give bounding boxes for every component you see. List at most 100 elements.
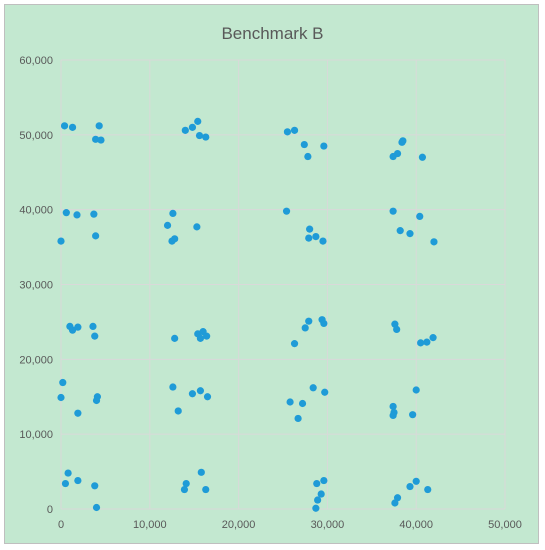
data-point — [429, 334, 437, 342]
data-point — [389, 402, 397, 411]
data-point — [305, 317, 313, 325]
x-tick-label: 10,000 — [133, 519, 167, 531]
data-point — [417, 339, 425, 347]
x-tick-label: 20,000 — [222, 519, 256, 531]
data-point — [171, 235, 179, 243]
data-point — [194, 117, 202, 125]
data-point — [290, 126, 299, 134]
data-point — [313, 479, 321, 488]
data-point — [317, 490, 325, 498]
data-point — [320, 142, 328, 150]
data-point — [294, 414, 302, 423]
y-tick-label: 30,000 — [19, 280, 53, 292]
chart-title: Benchmark B — [221, 24, 324, 43]
data-point — [74, 476, 82, 485]
data-point — [169, 383, 177, 391]
data-point — [92, 232, 100, 240]
y-tick-label: 50,000 — [19, 130, 53, 142]
data-point — [418, 153, 427, 161]
data-point — [203, 332, 211, 340]
data-point — [389, 207, 397, 215]
y-tick-label: 40,000 — [19, 205, 53, 217]
data-point — [319, 237, 327, 245]
data-point — [312, 504, 320, 512]
data-point — [195, 131, 204, 140]
data-point — [92, 503, 101, 512]
data-point — [203, 393, 212, 401]
x-tick-label: 0 — [58, 519, 64, 531]
data-point — [393, 325, 401, 333]
data-point — [60, 122, 69, 130]
data-point — [74, 323, 82, 331]
data-point — [393, 494, 402, 502]
y-tick-label: 20,000 — [19, 354, 53, 366]
data-point — [90, 210, 98, 218]
data-point — [181, 126, 189, 134]
data-point — [321, 388, 329, 396]
data-point — [305, 234, 313, 242]
data-point — [171, 334, 179, 342]
y-tick-label: 0 — [47, 504, 53, 516]
data-point — [320, 319, 328, 328]
data-point — [62, 209, 70, 217]
data-point — [298, 399, 307, 408]
data-point — [169, 209, 177, 218]
data-point — [423, 338, 431, 346]
data-point — [91, 482, 99, 490]
data-point — [430, 238, 438, 246]
data-point — [188, 123, 197, 131]
data-point — [309, 384, 317, 392]
data-point — [64, 469, 72, 477]
data-point — [202, 133, 210, 141]
data-point — [163, 221, 172, 229]
data-point — [290, 340, 299, 348]
data-point — [196, 387, 205, 395]
data-point — [301, 324, 309, 332]
data-point — [95, 122, 103, 130]
data-point — [91, 332, 99, 340]
data-point — [92, 135, 100, 143]
data-point — [320, 476, 328, 485]
data-point — [399, 137, 407, 145]
data-point — [73, 211, 81, 219]
data-point — [286, 398, 294, 406]
data-point — [406, 230, 414, 238]
data-point — [412, 386, 420, 394]
data-point — [196, 334, 205, 342]
data-point — [182, 479, 190, 488]
data-point — [314, 496, 322, 504]
chart-area: Benchmark B 0 10,000 20,000 30,000 40,000 50,… — [4, 4, 539, 544]
data-point — [424, 485, 432, 494]
data-point — [93, 393, 102, 401]
x-tick-label: 50,000 — [488, 519, 522, 531]
data-point — [412, 477, 420, 485]
data-point — [306, 225, 314, 233]
data-point — [188, 390, 197, 398]
data-point — [68, 123, 77, 131]
data-point — [409, 411, 417, 419]
y-tick-label: 60,000 — [19, 55, 53, 67]
data-point — [282, 207, 291, 215]
data-point — [57, 393, 65, 402]
data-point — [396, 227, 404, 235]
data-point — [57, 237, 65, 245]
data-point — [283, 128, 292, 136]
data-point — [59, 378, 67, 387]
data-point — [300, 140, 308, 149]
data-point — [406, 482, 414, 491]
data-point — [197, 468, 205, 476]
data-point — [74, 409, 82, 417]
data-point — [89, 322, 97, 331]
x-tick-label: 40,000 — [399, 519, 433, 531]
data-point — [180, 485, 189, 494]
data-point — [416, 212, 424, 221]
scatter-plot: 0 10,000 20,000 30,000 40,000 50,000 60,000 0 10… — [19, 55, 522, 531]
x-tick-label: 30,000 — [311, 519, 345, 531]
data-point — [61, 479, 70, 488]
data-point — [193, 223, 201, 231]
data-point — [174, 407, 182, 415]
data-point — [393, 149, 402, 158]
data-point — [202, 485, 210, 494]
data-point — [97, 136, 105, 144]
data-point — [68, 326, 77, 334]
